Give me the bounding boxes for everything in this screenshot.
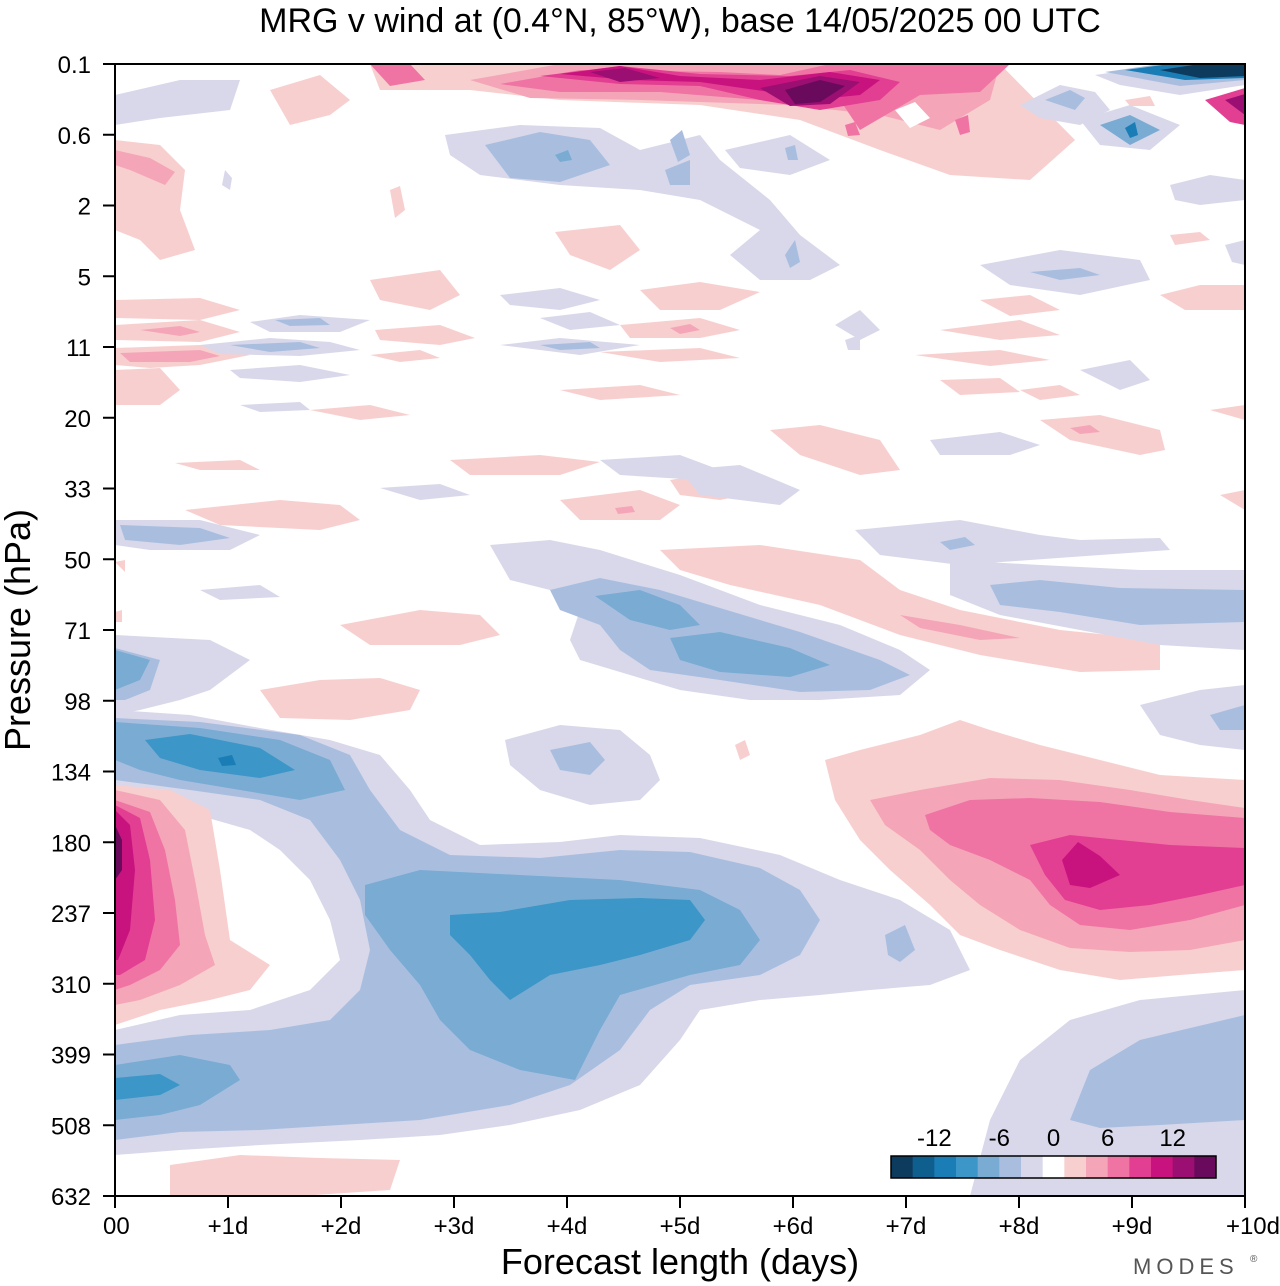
y-tick-label: 2 <box>78 194 91 221</box>
x-tick-label: +2d <box>321 1213 362 1240</box>
colorbar-swatch <box>956 1156 979 1178</box>
colorbar-swatch <box>1064 1156 1087 1178</box>
y-tick-label: 632 <box>51 1184 91 1211</box>
y-tick-label: 0.1 <box>58 52 91 79</box>
colorbar-swatch <box>1151 1156 1174 1178</box>
colorbar-swatch <box>977 1156 1000 1178</box>
plot-area <box>115 64 1245 1196</box>
contour-tropo-negative <box>115 635 1245 1196</box>
y-tick-label: 399 <box>51 1043 91 1070</box>
colorbar-tick-label: -6 <box>989 1125 1010 1152</box>
x-tick-label: +1d <box>208 1213 249 1240</box>
y-tick-label: 71 <box>64 618 91 645</box>
x-tick-label: +5d <box>660 1213 701 1240</box>
y-tick-label: 33 <box>64 477 91 504</box>
colorbar-swatch <box>1086 1156 1109 1178</box>
registered-mark: ® <box>1250 1254 1258 1265</box>
contour-mid-strat-negative <box>200 240 1245 412</box>
y-axis: 0.1 0.6 2 5 11 20 33 50 71 98 134 180 237 310 399 508 63… <box>51 52 115 1211</box>
colorbar-tick-label: -12 <box>917 1125 952 1152</box>
y-tick-label: 134 <box>51 760 91 787</box>
colorbar-swatch <box>891 1156 914 1178</box>
x-axis: 00 +1d +2d +3d +4d +5d +6d +7d +8d +9d +10d <box>103 1196 1280 1240</box>
x-tick-label: +4d <box>547 1213 588 1240</box>
chart-title: MRG v wind at (0.4°N, 85°W), base 14/05/… <box>259 2 1101 40</box>
y-tick-label: 50 <box>64 547 91 574</box>
y-tick-label: 310 <box>51 972 91 999</box>
y-tick-label: 98 <box>64 689 91 716</box>
x-tick-label: +9d <box>1112 1213 1153 1240</box>
colorbar-swatch <box>1107 1156 1130 1178</box>
colorbar-frame <box>890 1155 1217 1179</box>
colorbar-swatch <box>1129 1156 1152 1178</box>
colorbar-swatch <box>912 1156 935 1178</box>
contour-upper-positive <box>270 64 1245 180</box>
colorbar-swatch <box>1042 1156 1065 1178</box>
modes-logo: MODES <box>1133 1254 1239 1279</box>
y-axis-label: Pressure (hPa) <box>0 509 38 751</box>
colorbar-swatch <box>934 1156 957 1178</box>
x-tick-label: 00 <box>103 1213 130 1240</box>
contour-upper-negative <box>115 64 1245 280</box>
x-tick-label: +8d <box>999 1213 1040 1240</box>
colorbar-swatch <box>1194 1156 1217 1178</box>
contour-lower-strat-positive <box>115 405 1245 672</box>
contour-tropo-positive <box>115 678 1245 1196</box>
y-tick-label: 180 <box>51 830 91 857</box>
x-tick-label: +3d <box>434 1213 475 1240</box>
x-tick-label: +7d <box>886 1213 927 1240</box>
y-tick-label: 5 <box>78 264 91 291</box>
y-tick-label: 0.6 <box>58 123 91 150</box>
y-tick-label: 237 <box>51 901 91 928</box>
colorbar: -12 -6 0 6 12 <box>890 1125 1217 1179</box>
y-tick-label: 508 <box>51 1113 91 1140</box>
colorbar-tick-label: 0 <box>1047 1125 1060 1152</box>
x-tick-label: +6d <box>773 1213 814 1240</box>
y-tick-label: 20 <box>64 406 91 433</box>
contour-lower-strat-negative <box>115 432 1245 700</box>
colorbar-swatch <box>999 1156 1022 1178</box>
colorbar-tick-label: 6 <box>1101 1125 1114 1152</box>
x-tick-label: +10d <box>1226 1213 1280 1240</box>
y-tick-label: 11 <box>66 335 91 362</box>
x-axis-label: Forecast length (days) <box>501 1241 859 1282</box>
colorbar-tick-label: 12 <box>1159 1125 1186 1152</box>
colorbar-swatch <box>1021 1156 1044 1178</box>
colorbar-swatch <box>1172 1156 1195 1178</box>
